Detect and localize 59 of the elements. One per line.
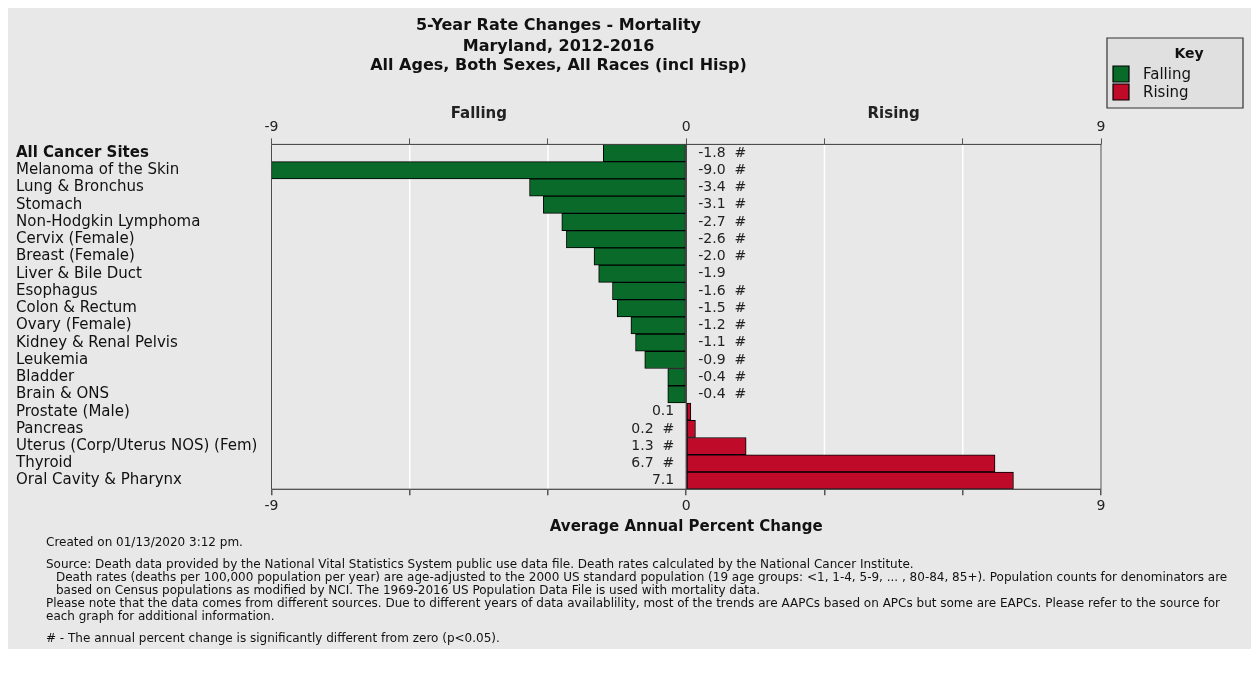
data-label: -1.8 # bbox=[698, 143, 747, 160]
y-tick-label: Brain & ONS bbox=[16, 384, 110, 403]
data-label: -2.7 # bbox=[698, 212, 747, 229]
data-label: -3.1 # bbox=[698, 195, 747, 212]
data-label: 7.1 bbox=[651, 471, 675, 488]
y-tick-label: Kidney & Renal Pelvis bbox=[16, 332, 178, 351]
y-tick-label: Breast (Female) bbox=[16, 246, 135, 265]
y-tick-label: Esophagus bbox=[16, 280, 98, 299]
y-tick-label: Cervix (Female) bbox=[16, 229, 135, 248]
data-label: -1.1 # bbox=[698, 333, 747, 350]
chart-subtitle: Maryland, 2012-2016 All Ages, Both Sexes, All Races (incl Hisp) bbox=[370, 35, 747, 75]
x2-tick-label: -9 bbox=[264, 117, 279, 134]
x-tick-label: 9 bbox=[1096, 497, 1106, 514]
y-tick-label: Pancreas bbox=[16, 418, 84, 437]
source-note: Source: Death data provided by the National Vital Statistics System public use data file. Death rates calculated by the National Cancer Institute. bbox=[46, 557, 915, 571]
y-tick-label: Lung & Bronchus bbox=[16, 177, 144, 196]
legend-label: Falling bbox=[1143, 65, 1191, 83]
chart-title: 5-Year Rate Changes - Mortality bbox=[415, 14, 702, 34]
y-tick-label: Oral Cavity & Pharynx bbox=[16, 470, 183, 489]
y-tick-label: Non-Hodgkin Lymphoma bbox=[16, 211, 201, 230]
data-label: 0.1 bbox=[651, 402, 675, 419]
x-axis-title: Average Annual Percent Change bbox=[549, 516, 823, 535]
data-label: -0.4 # bbox=[698, 367, 747, 384]
x2-tick-label: 0 bbox=[681, 117, 691, 134]
data-label: -0.9 # bbox=[698, 350, 747, 367]
data-label: -1.9 bbox=[698, 264, 726, 281]
y-tick-label: Colon & Rectum bbox=[16, 298, 137, 317]
data-label: 0.2 # bbox=[631, 419, 675, 436]
data-label: -1.2 # bbox=[698, 316, 747, 333]
y-tick-label: Uterus (Corp/Uterus NOS) (Fem) bbox=[16, 435, 258, 454]
data-label: -2.0 # bbox=[698, 247, 747, 264]
text: # - The annual percent change is significantly different from zero (p<0.05). bbox=[46, 631, 501, 645]
data-label: -1.6 # bbox=[698, 281, 747, 298]
x2-tick-label: 9 bbox=[1096, 117, 1106, 134]
y-tick-label: Stomach bbox=[16, 194, 83, 213]
data-label: -0.4 # bbox=[698, 385, 747, 402]
y-tick-label: Thyroid bbox=[15, 453, 73, 472]
y-tick-label: Ovary (Female) bbox=[16, 315, 132, 334]
text: Death rates (deaths per 100,000 population per year) are age-adjusted to the 2000 US standard population (19 age groups: <1, 1-4, 5-9, ... , 80-84, 85+). Population counts for denominators are based on Census populations as modified by NCI. The 1969-2016 US Population Data File is used with mortality data. bbox=[56, 570, 1229, 597]
data-label: 1.3 # bbox=[631, 436, 675, 453]
text: Created on 01/13/2020 3:12 pm. bbox=[46, 535, 244, 549]
data-label: -9.0 # bbox=[698, 160, 747, 177]
data-label: -1.5 # bbox=[698, 298, 747, 315]
data-label: -2.6 # bbox=[698, 229, 747, 246]
legend-label: Rising bbox=[1143, 83, 1189, 101]
y-tick-label: Bladder bbox=[16, 367, 75, 386]
y-tick-label: Leukemia bbox=[16, 349, 89, 368]
y-tick-label: Prostate (Male) bbox=[16, 401, 130, 420]
text: Rising bbox=[867, 104, 920, 123]
data-label: 6.7 # bbox=[631, 453, 675, 470]
data-label: -3.4 # bbox=[698, 178, 747, 195]
y-tick-label: Melanoma of the Skin bbox=[16, 160, 180, 179]
text: Falling bbox=[450, 104, 508, 123]
x-tick-label: -9 bbox=[264, 497, 279, 514]
text: Please note that the data comes from different sources. Due to different years of data availablility, most of the trends are AAPCs based on APCs but some are EAPCs. Please refer to the source for each graph for additional information. bbox=[46, 596, 1221, 623]
y-tick-label: All Cancer Sites bbox=[16, 142, 149, 161]
legend-title: Key bbox=[1174, 45, 1204, 61]
y-tick-label: Liver & Bile Duct bbox=[16, 263, 142, 282]
x-tick-label: 0 bbox=[681, 497, 691, 514]
